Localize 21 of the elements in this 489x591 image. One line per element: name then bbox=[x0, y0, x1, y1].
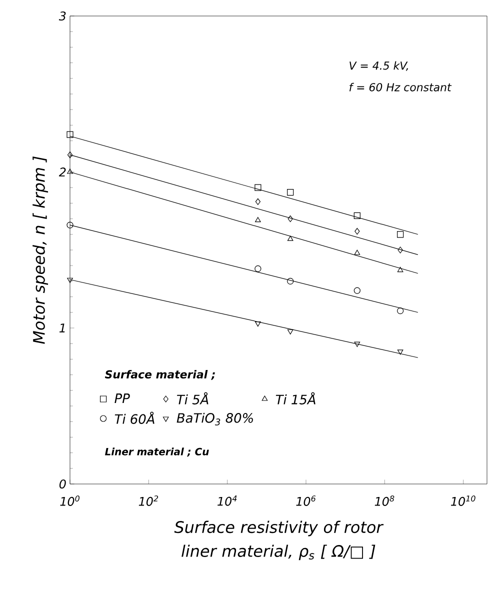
legend-label: Ti 5Å bbox=[176, 392, 208, 404]
y-tick-label: 1 bbox=[59, 324, 65, 332]
annotation: Liner material ; Cu bbox=[104, 448, 209, 457]
x-tick-label: 10$^{6}$ bbox=[296, 496, 316, 506]
annotation: f = 60 Hz constant bbox=[349, 82, 452, 92]
y-tick-label: 0 bbox=[59, 479, 66, 489]
x-tick-label: 10$^{2}$ bbox=[138, 496, 158, 506]
legend-label: Ti 60Å bbox=[114, 412, 154, 424]
legend-label: PP bbox=[114, 394, 130, 403]
x-tick-label: 10$^{8}$ bbox=[374, 496, 394, 506]
legend-label: Ti 15Å bbox=[276, 392, 316, 404]
legend-label: BaTiO$_{3}$ 80% bbox=[176, 412, 253, 426]
y-tick-label: 2 bbox=[58, 168, 66, 176]
x-axis-title: Surface resistivity of rotor liner material, ρ$_{s}$ [ Ω/□ ] bbox=[174, 520, 384, 560]
x-tick-label: 10$^{4}$ bbox=[218, 496, 237, 506]
x-tick-label: 10$^{10}$ bbox=[450, 496, 476, 506]
y-axis-title: Motor speed, n [ krpm ] bbox=[32, 156, 48, 344]
legend-title: Surface material ; bbox=[104, 370, 215, 380]
annotation: V = 4.5 kV, bbox=[350, 61, 408, 71]
y-tick-label: 3 bbox=[58, 11, 66, 21]
x-tick-label: 10$^{0}$ bbox=[60, 496, 80, 506]
